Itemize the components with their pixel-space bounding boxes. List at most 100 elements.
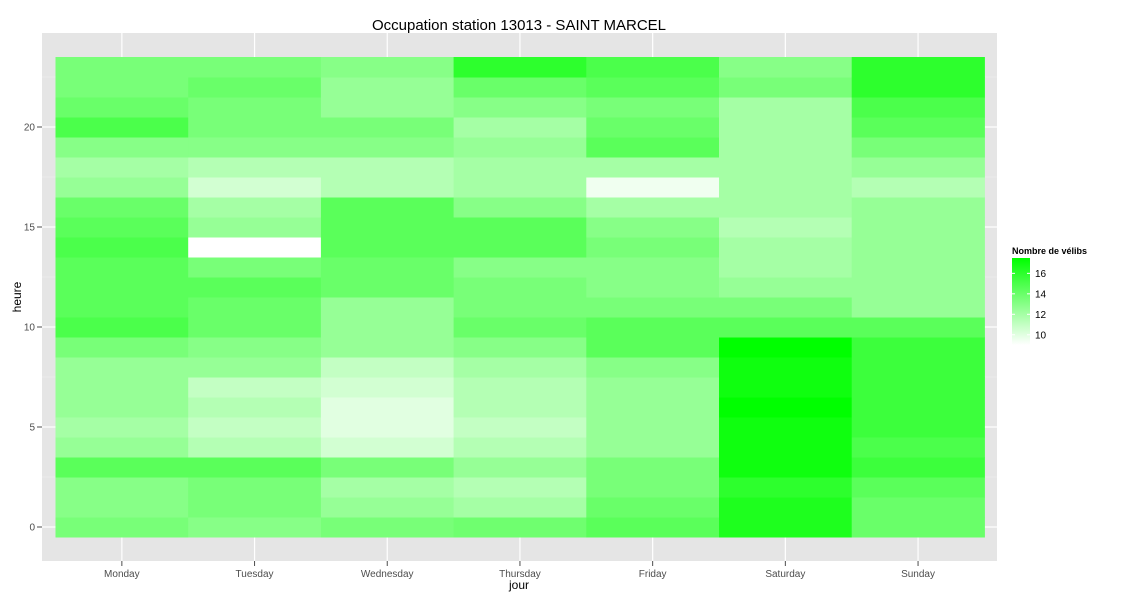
heatmap-cell-saturday-15 (719, 217, 853, 238)
heatmap-cell-monday-2 (55, 477, 189, 498)
heatmap-cell-wednesday-18 (320, 157, 455, 178)
heatmap-cell-monday-11 (55, 297, 189, 318)
heatmap-cell-saturday-10 (719, 317, 853, 338)
heatmap-cell-wednesday-2 (320, 477, 455, 498)
heatmap-cell-thursday-4 (453, 437, 587, 458)
heatmap-cell-sunday-18 (851, 157, 985, 178)
heatmap-cell-thursday-22 (453, 77, 587, 98)
heatmap-cell-saturday-7 (719, 377, 853, 398)
heatmap-cell-tuesday-6 (188, 397, 322, 418)
heatmap-cell-friday-19 (586, 137, 720, 158)
heatmap-cell-monday-14 (55, 237, 189, 258)
heatmap-cell-monday-7 (55, 377, 189, 398)
x-tick-label: Saturday (765, 569, 805, 580)
heatmap-cell-monday-21 (55, 97, 189, 118)
heatmap-cell-wednesday-12 (320, 277, 455, 298)
heatmap-cell-sunday-23 (851, 57, 985, 78)
heatmap-cell-wednesday-19 (320, 137, 455, 158)
heatmap-cell-tuesday-11 (188, 297, 322, 318)
y-tick-label: 5 (29, 423, 35, 434)
heatmap-cell-monday-4 (55, 437, 189, 458)
heatmap-cell-friday-23 (586, 57, 720, 78)
heatmap-cell-saturday-12 (719, 277, 853, 298)
heatmap-cell-sunday-1 (851, 497, 985, 518)
heatmap-cell-sunday-4 (851, 437, 985, 458)
heatmap-cell-saturday-16 (719, 197, 853, 218)
heatmap-cell-wednesday-15 (320, 217, 455, 238)
heatmap-cell-saturday-14 (719, 237, 853, 258)
x-tick-label: Friday (639, 569, 667, 580)
heatmap-cell-tuesday-18 (188, 157, 322, 178)
heatmap-cell-monday-12 (55, 277, 189, 298)
heatmap-cell-thursday-7 (453, 377, 587, 398)
heatmap-cell-thursday-3 (453, 457, 587, 478)
heatmap-cell-tuesday-0 (188, 517, 322, 538)
chart-title: Occupation station 13013 - SAINT MARCEL (372, 17, 666, 34)
y-tick-label: 10 (24, 323, 36, 334)
heatmap-cell-wednesday-10 (320, 317, 455, 338)
heatmap-cell-friday-9 (586, 337, 720, 358)
heatmap-cell-tuesday-7 (188, 377, 322, 398)
heatmap-cell-thursday-13 (453, 257, 587, 278)
heatmap-cell-friday-16 (586, 197, 720, 218)
heatmap-cell-tuesday-21 (188, 97, 322, 118)
x-axis-title: jour (508, 578, 529, 592)
heatmap-cell-saturday-22 (719, 77, 853, 98)
heatmap-cell-sunday-0 (851, 517, 985, 538)
heatmap-cell-sunday-7 (851, 377, 985, 398)
heatmap-cell-friday-21 (586, 97, 720, 118)
heatmap-cell-monday-17 (55, 177, 189, 198)
heatmap-cell-saturday-13 (719, 257, 853, 278)
heatmap-cell-wednesday-8 (320, 357, 455, 378)
heatmap-cell-friday-13 (586, 257, 720, 278)
x-tick-label: Tuesday (236, 569, 274, 580)
heatmap-cell-tuesday-13 (188, 257, 322, 278)
heatmap-cell-thursday-17 (453, 177, 587, 198)
heatmap-cell-friday-2 (586, 477, 720, 498)
x-tick-label: Thursday (499, 569, 541, 580)
heatmap-cell-monday-10 (55, 317, 189, 338)
heatmap-cell-saturday-21 (719, 97, 853, 118)
heatmap-cell-wednesday-5 (320, 417, 455, 438)
heatmap-cell-friday-4 (586, 437, 720, 458)
heatmap-cell-monday-3 (55, 457, 189, 478)
heatmap-cell-tuesday-14 (188, 237, 322, 258)
heatmap-cell-saturday-4 (719, 437, 853, 458)
heatmap-cell-wednesday-23 (320, 57, 455, 78)
heatmap-cell-friday-8 (586, 357, 720, 378)
heatmap-cell-sunday-11 (851, 297, 985, 318)
legend-tick-label: 12 (1035, 310, 1047, 321)
heatmap-cell-friday-6 (586, 397, 720, 418)
heatmap-cell-sunday-5 (851, 417, 985, 438)
heatmap-cell-thursday-9 (453, 337, 587, 358)
heatmap-cell-wednesday-11 (320, 297, 455, 318)
heatmap-cell-monday-5 (55, 417, 189, 438)
heatmap-cell-saturday-9 (719, 337, 853, 358)
heatmap-cells (55, 57, 985, 538)
heatmap-cell-sunday-9 (851, 337, 985, 358)
heatmap-cell-thursday-11 (453, 297, 587, 318)
heatmap-cell-monday-18 (55, 157, 189, 178)
color-legend: Nombre de vélibs 10 12 14 16 (1012, 246, 1087, 345)
heatmap-cell-friday-12 (586, 277, 720, 298)
x-tick-label: Monday (104, 569, 140, 580)
heatmap-cell-saturday-6 (719, 397, 853, 418)
heatmap-cell-sunday-19 (851, 137, 985, 158)
heatmap-cell-sunday-22 (851, 77, 985, 98)
heatmap-cell-tuesday-3 (188, 457, 322, 478)
heatmap-cell-friday-18 (586, 157, 720, 178)
heatmap-cell-tuesday-16 (188, 197, 322, 218)
heatmap-cell-wednesday-22 (320, 77, 455, 98)
heatmap-cell-tuesday-2 (188, 477, 322, 498)
heatmap-cell-wednesday-21 (320, 97, 455, 118)
heatmap-cell-monday-23 (55, 57, 189, 78)
x-tick-label: Wednesday (361, 569, 414, 580)
heatmap-cell-wednesday-4 (320, 437, 455, 458)
heatmap-cell-friday-14 (586, 237, 720, 258)
heatmap-cell-wednesday-6 (320, 397, 455, 418)
heatmap-cell-thursday-14 (453, 237, 587, 258)
heatmap-cell-saturday-1 (719, 497, 853, 518)
heatmap-cell-sunday-3 (851, 457, 985, 478)
heatmap-cell-thursday-15 (453, 217, 587, 238)
